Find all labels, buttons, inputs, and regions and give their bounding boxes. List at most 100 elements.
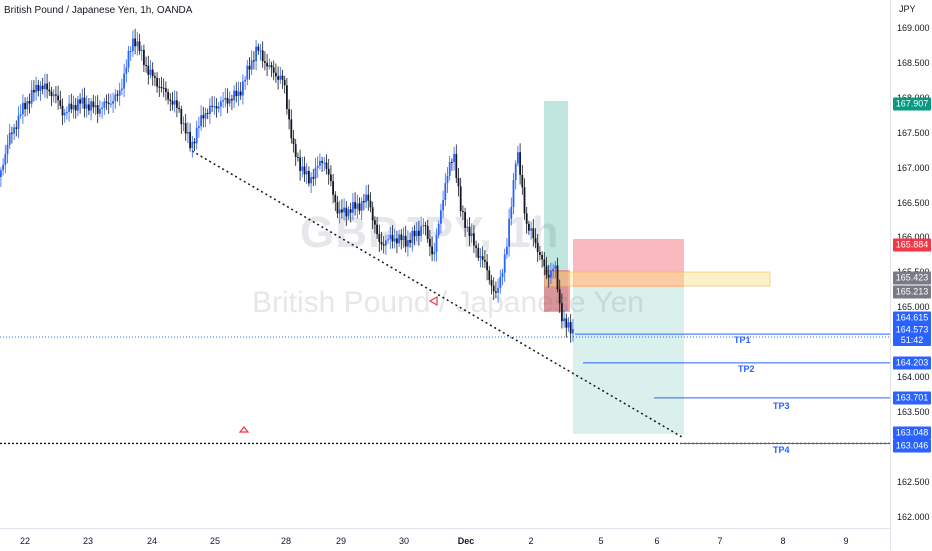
candle-body xyxy=(411,230,414,243)
candle-body xyxy=(534,238,537,243)
time-tick-label: 23 xyxy=(82,536,94,546)
candle-body xyxy=(48,89,51,92)
price-axis[interactable]: JPY 169.000168.500168.000167.500167.0001… xyxy=(890,0,932,550)
candle-body xyxy=(33,89,35,93)
candle-body xyxy=(94,105,97,108)
target-label-tp3: TP3 xyxy=(773,400,790,411)
candle-body xyxy=(473,233,475,246)
candle-body xyxy=(433,251,436,255)
candle-body xyxy=(369,200,372,208)
candle-body xyxy=(376,224,378,235)
candle-body xyxy=(365,194,367,203)
candle-body xyxy=(253,60,255,62)
candle-body xyxy=(107,102,110,105)
candle-body xyxy=(451,161,453,163)
chart-plot-area[interactable]: GBPJPY, 1h British Pound / Japanese Yen … xyxy=(0,0,890,528)
candle-body xyxy=(74,104,77,111)
candle-body xyxy=(396,238,398,244)
candle-body xyxy=(413,230,416,237)
watermark-ticker: GBPJPY, 1h xyxy=(300,208,560,257)
candle-body xyxy=(200,115,202,127)
candle-body xyxy=(228,99,231,104)
candle-body xyxy=(189,131,191,149)
price-tick-label: 167.000 xyxy=(897,162,930,173)
candle-body xyxy=(294,144,297,157)
candle-body xyxy=(66,111,68,113)
candle-body xyxy=(114,94,117,102)
price-tick-label: 168.500 xyxy=(897,57,930,68)
candle-body xyxy=(90,101,92,111)
candle-body xyxy=(338,209,341,214)
candle-body xyxy=(72,104,75,110)
candle-body xyxy=(57,95,59,101)
candle-body xyxy=(81,97,84,104)
candle-body xyxy=(407,239,409,247)
candle-body xyxy=(508,218,510,247)
candle-body xyxy=(563,318,565,322)
price-badge: 165.884 xyxy=(893,238,931,252)
candle-body xyxy=(99,109,101,114)
candle-body xyxy=(209,105,211,114)
candle-body xyxy=(554,265,557,269)
candle-body xyxy=(374,220,376,225)
candle-body xyxy=(96,105,99,114)
symbol-title[interactable]: British Pound / Japanese Yen, 1h, OANDA xyxy=(4,5,193,16)
candle-body xyxy=(22,102,24,115)
currency-label: JPY xyxy=(899,4,916,14)
candle-body xyxy=(305,171,308,175)
candle-body xyxy=(490,280,493,286)
candle-body xyxy=(266,62,268,67)
candle-body xyxy=(167,91,169,100)
candle-body xyxy=(110,103,112,105)
candle-body xyxy=(233,90,235,101)
time-axis[interactable]: 22 23 24 25 28 29 30 Dec 2 5 6 7 8 9 xyxy=(0,528,890,551)
candle-body xyxy=(37,84,40,91)
warning-marker xyxy=(238,426,250,433)
candle-body xyxy=(444,183,447,200)
price-badge: 163.046 xyxy=(893,439,931,453)
candle-body xyxy=(398,234,400,244)
candle-body xyxy=(125,67,128,74)
candle-body xyxy=(231,99,233,101)
watermark-name: British Pound / Japanese Yen xyxy=(252,286,644,319)
candle-body xyxy=(382,244,385,246)
candle-body xyxy=(138,41,141,52)
candle-body xyxy=(429,238,431,247)
price-badge: 163.048 xyxy=(893,426,931,440)
candle-body xyxy=(387,239,389,241)
candle-body xyxy=(523,187,526,214)
candle-body xyxy=(26,101,29,110)
candle-body xyxy=(385,240,387,246)
candle-body xyxy=(286,85,288,110)
candle-body xyxy=(154,76,156,78)
price-badge: 164.573 xyxy=(893,323,931,337)
price-tick-label: 169.000 xyxy=(897,23,930,33)
candle-body xyxy=(565,318,568,328)
candle-body xyxy=(455,153,458,178)
candle-body xyxy=(290,119,293,139)
candle-body xyxy=(13,127,15,134)
candle-body xyxy=(61,105,64,116)
candle-body xyxy=(112,101,114,104)
candle-body xyxy=(525,213,528,224)
candle-body xyxy=(17,115,20,129)
candle-body xyxy=(550,271,552,278)
candle-body xyxy=(299,157,301,171)
price-tick-label: 166.000 xyxy=(897,232,930,243)
candle-body xyxy=(162,87,165,89)
time-tick-label: 9 xyxy=(843,536,849,546)
candle-body xyxy=(288,109,290,120)
candle-body xyxy=(222,100,224,102)
candle-body xyxy=(343,207,345,213)
candle-body xyxy=(495,291,497,293)
arrow-marker xyxy=(428,295,438,307)
candle-body xyxy=(360,200,363,211)
candle-body xyxy=(409,239,411,243)
candle-body xyxy=(0,170,2,177)
candle-body xyxy=(440,210,442,224)
candle-body xyxy=(250,60,253,70)
price-chart-canvas[interactable] xyxy=(0,0,890,528)
candle-body xyxy=(404,235,407,247)
candle-body xyxy=(88,104,90,111)
candle-body xyxy=(367,194,370,201)
